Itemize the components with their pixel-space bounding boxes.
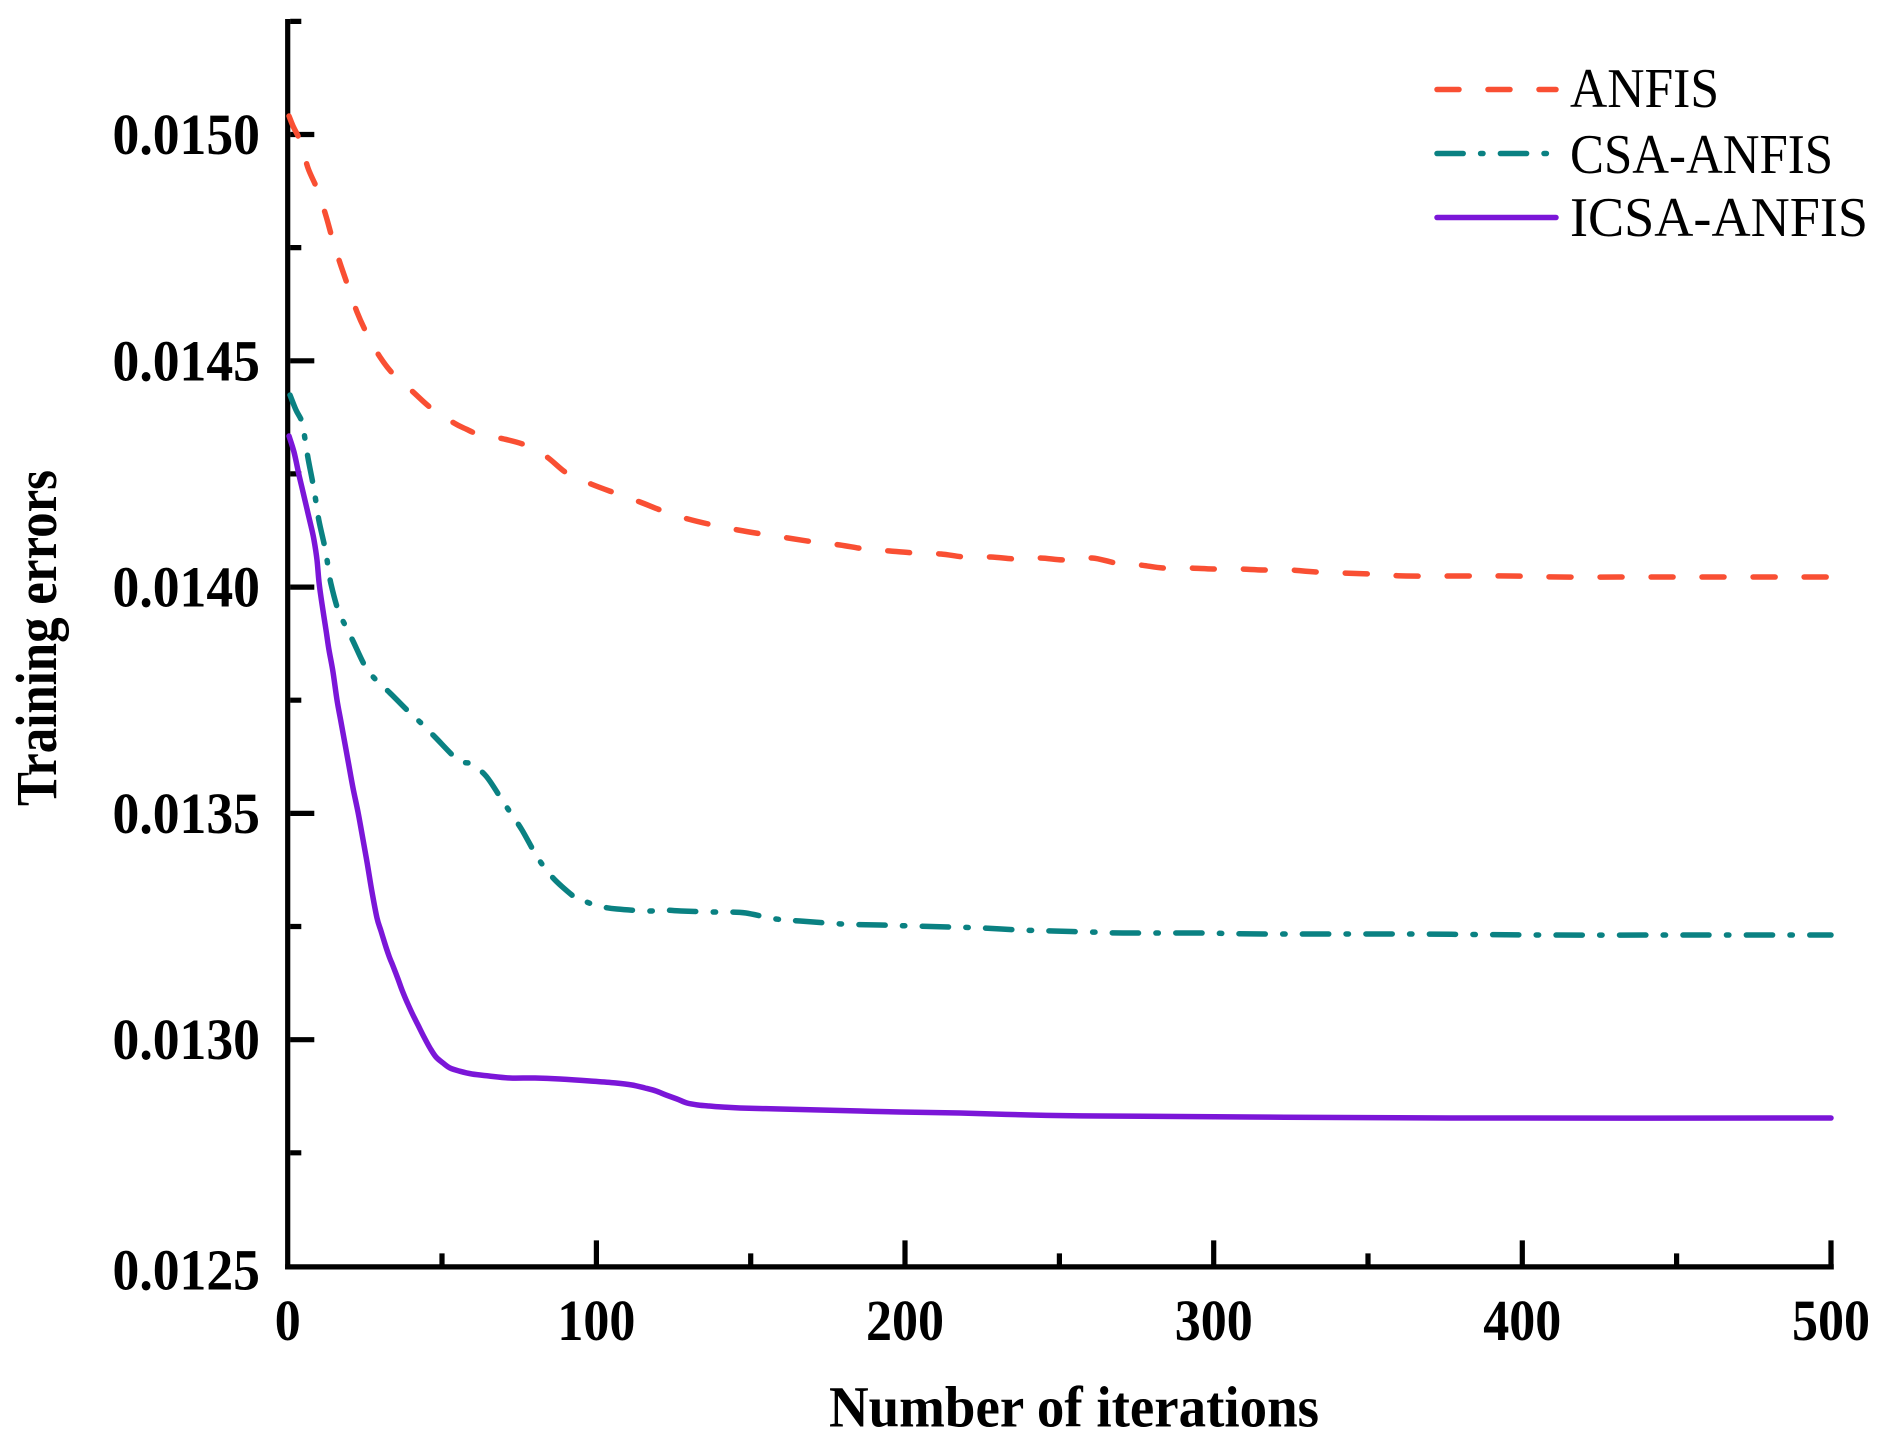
- svg-text:Training errors: Training errors: [4, 470, 69, 806]
- svg-text:300: 300: [1175, 1288, 1253, 1353]
- svg-text:ANFIS: ANFIS: [1570, 58, 1719, 120]
- svg-text:0.0140: 0.0140: [113, 555, 261, 620]
- svg-text:0.0135: 0.0135: [113, 781, 261, 846]
- svg-text:ICSA-ANFIS: ICSA-ANFIS: [1570, 187, 1868, 249]
- svg-text:100: 100: [557, 1288, 635, 1353]
- svg-text:0: 0: [275, 1288, 301, 1353]
- svg-text:0.0150: 0.0150: [113, 102, 261, 167]
- svg-text:200: 200: [866, 1288, 944, 1353]
- svg-text:400: 400: [1483, 1288, 1561, 1353]
- svg-text:0.0125: 0.0125: [113, 1238, 261, 1303]
- svg-text:Number of iterations: Number of iterations: [829, 1375, 1319, 1440]
- svg-text:0.0130: 0.0130: [113, 1007, 261, 1072]
- svg-text:500: 500: [1792, 1288, 1870, 1353]
- svg-text:CSA-ANFIS: CSA-ANFIS: [1570, 124, 1833, 186]
- svg-text:0.0145: 0.0145: [113, 328, 261, 393]
